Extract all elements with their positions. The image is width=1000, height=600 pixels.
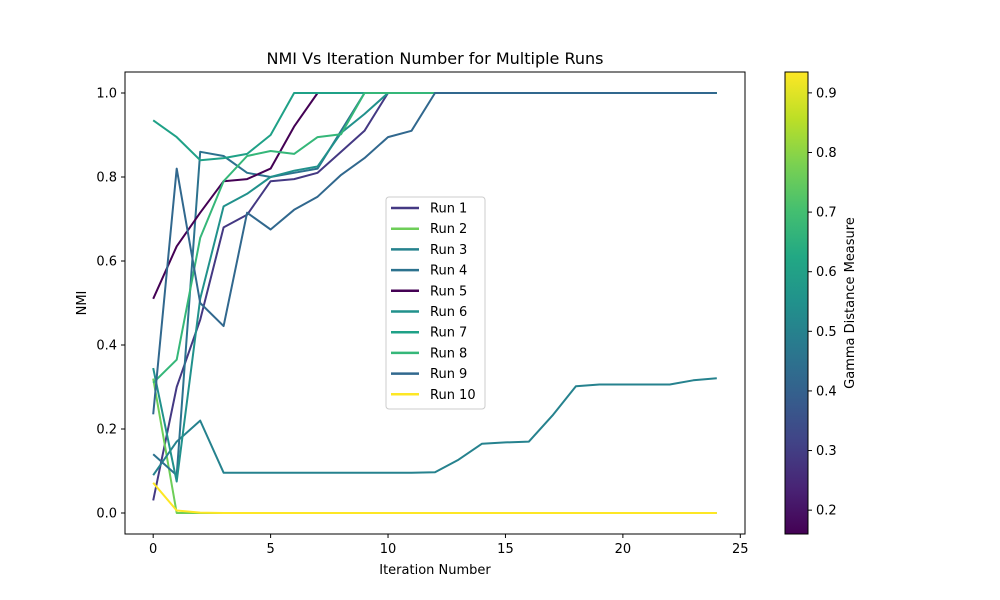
legend-label-run-7: Run 7 xyxy=(430,326,467,341)
x-axis-title: Iteration Number xyxy=(379,563,491,578)
colorbar-tick-label: 0.4 xyxy=(816,384,837,399)
y-tick-label: 0.4 xyxy=(96,339,117,354)
y-axis-title: NMI xyxy=(75,291,90,316)
series-line-run-9 xyxy=(152,92,717,415)
colorbar-tick-label: 0.8 xyxy=(816,146,837,161)
y-axis: 0.0 0.2 0.4 0.6 0.8 1.0 xyxy=(96,87,125,522)
y-tick-label: 0.6 xyxy=(96,255,117,270)
chart-title: NMI Vs Iteration Number for Multiple Run… xyxy=(267,49,604,68)
colorbar-gradient xyxy=(784,71,809,535)
y-tick-label: 0.0 xyxy=(96,507,117,522)
plot-frame xyxy=(124,71,746,535)
legend-label-run-1: Run 1 xyxy=(430,202,467,217)
colorbar-tick-label: 0.7 xyxy=(816,206,837,221)
legend-label-run-5: Run 5 xyxy=(430,284,467,299)
colorbar-tick-label: 0.3 xyxy=(816,444,837,459)
legend-label-run-10: Run 10 xyxy=(430,388,476,403)
legend-label-run-6: Run 6 xyxy=(430,305,467,320)
legend: Run 1 Run 2 Run 3 Run 4 Run 5 Run 6 Run 7 Run 8… xyxy=(385,196,486,410)
legend-label-run-9: Run 9 xyxy=(430,367,467,382)
x-tick-label: 10 xyxy=(380,542,397,557)
series-layer xyxy=(152,92,717,514)
x-axis: 0 5 10 15 20 25 xyxy=(149,534,749,557)
series-line-run-10 xyxy=(152,482,717,514)
colorbar-tick-label: 0.5 xyxy=(816,325,837,340)
colorbar-tick-label: 0.9 xyxy=(816,86,837,101)
x-tick-label: 20 xyxy=(615,542,632,557)
x-tick-label: 25 xyxy=(732,542,749,557)
colorbar: 0.2 0.3 0.4 0.5 0.6 0.7 0.8 0.9 Gamma Distance … xyxy=(784,71,858,535)
colorbar-tick-label: 0.6 xyxy=(816,265,837,280)
colorbar-ticks: 0.2 0.3 0.4 0.5 0.6 0.7 0.8 0.9 xyxy=(808,86,837,519)
x-tick-label: 0 xyxy=(149,542,157,557)
legend-label-run-2: Run 2 xyxy=(430,222,467,237)
y-tick-label: 1.0 xyxy=(96,87,117,102)
colorbar-tick-label: 0.2 xyxy=(816,504,837,519)
x-tick-label: 5 xyxy=(266,542,274,557)
legend-label-run-4: Run 4 xyxy=(430,264,467,279)
legend-label-run-3: Run 3 xyxy=(430,243,467,258)
y-tick-label: 0.8 xyxy=(96,171,117,186)
y-tick-label: 0.2 xyxy=(96,423,117,438)
x-tick-label: 15 xyxy=(497,542,514,557)
legend-label-run-8: Run 8 xyxy=(430,346,467,361)
series-line-run-3 xyxy=(152,377,717,476)
colorbar-title: Gamma Distance Measure xyxy=(843,217,858,389)
